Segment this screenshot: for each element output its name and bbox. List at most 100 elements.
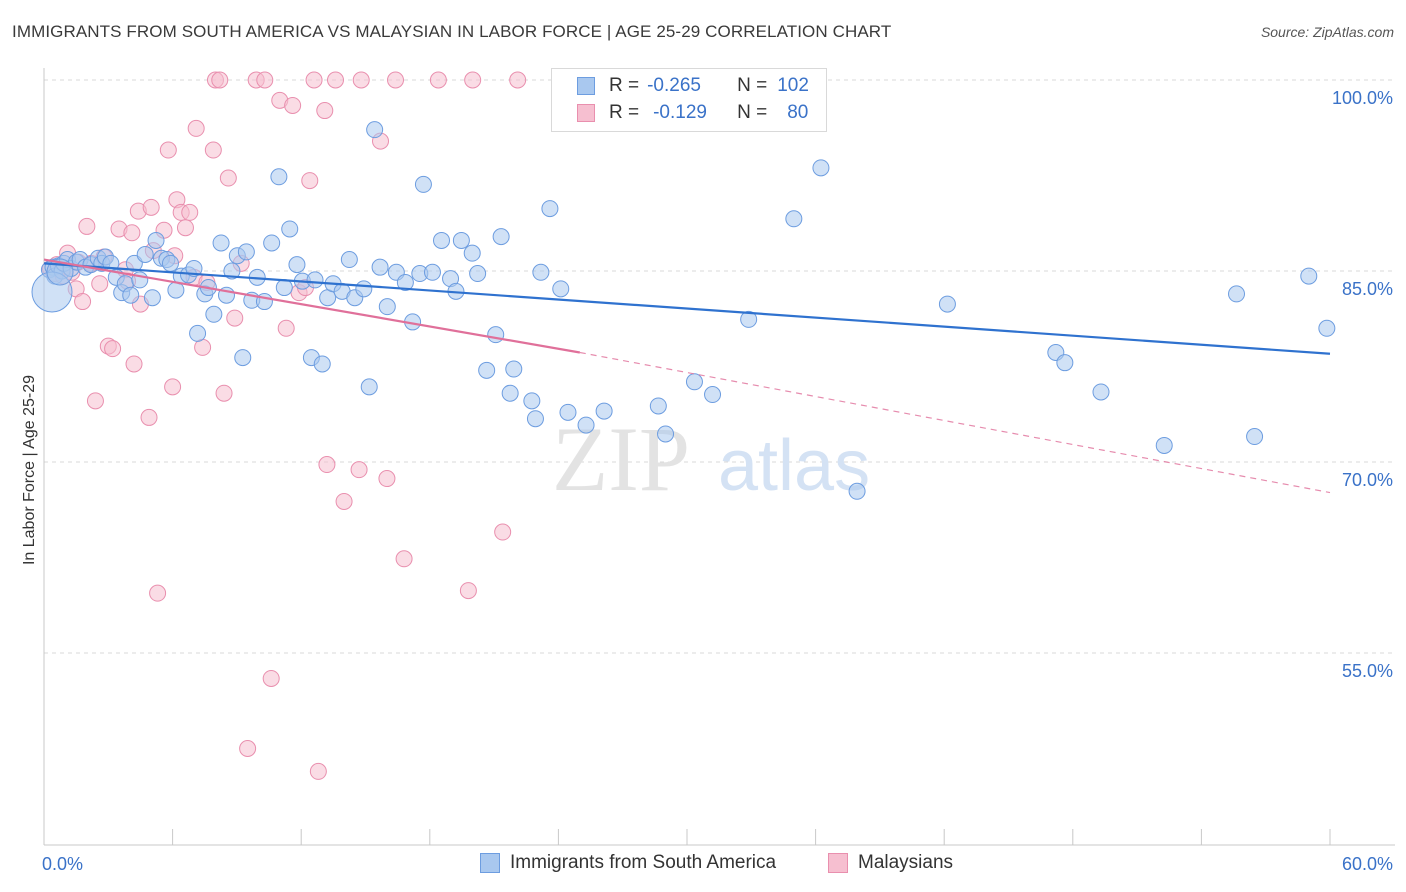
data-point <box>649 397 667 415</box>
data-point <box>277 319 295 337</box>
source-credit: Source: ZipAtlas.com <box>1260 24 1394 40</box>
data-point <box>256 71 274 89</box>
legend-r-value-pink: -0.129 <box>653 102 707 123</box>
data-point <box>552 280 570 298</box>
data-point <box>395 550 413 568</box>
trend-line-pink-extension <box>579 351 1331 494</box>
data-point <box>429 71 447 89</box>
data-point <box>1246 428 1264 446</box>
watermark: ZIP atlas <box>552 408 870 510</box>
data-point <box>211 71 229 89</box>
data-point <box>396 273 414 291</box>
data-point <box>262 669 280 687</box>
chart-title: IMMIGRANTS FROM SOUTH AMERICA VS MALAYSI… <box>12 22 892 41</box>
series-label-pink: Malaysians <box>858 852 954 873</box>
data-point <box>281 220 299 238</box>
data-point <box>360 378 378 396</box>
data-point <box>355 280 373 298</box>
data-point <box>387 71 405 89</box>
data-point <box>161 254 179 272</box>
data-point <box>532 263 550 281</box>
series-legend-blue[interactable]: Immigrants from South America <box>480 852 776 874</box>
data-point <box>848 482 866 500</box>
data-point <box>189 324 207 342</box>
data-point <box>657 425 675 443</box>
data-point <box>487 326 505 344</box>
data-point <box>378 470 396 488</box>
data-point <box>1300 267 1318 285</box>
legend-r-value-blue: -0.265 <box>647 75 701 96</box>
data-point <box>226 309 244 327</box>
data-point <box>204 141 222 159</box>
data-point <box>234 349 252 367</box>
data-point <box>335 492 353 510</box>
data-point <box>275 279 293 297</box>
data-point <box>305 71 323 89</box>
data-point <box>452 231 470 249</box>
data-point <box>577 416 595 434</box>
y-tick-label: 85.0% <box>1342 279 1393 299</box>
y-tick-label: 100.0% <box>1332 88 1393 108</box>
data-point <box>464 71 482 89</box>
data-point <box>704 386 722 404</box>
data-point <box>142 198 160 216</box>
series-label-blue: Immigrants from South America <box>510 852 777 873</box>
data-point <box>541 200 559 218</box>
legend-n-label: N = <box>737 75 768 96</box>
data-point <box>263 234 281 252</box>
legend-swatch-pink <box>577 104 595 122</box>
watermark-zip: ZIP <box>552 408 690 510</box>
data-point <box>187 119 205 137</box>
data-point <box>523 392 541 410</box>
data-point <box>459 582 477 600</box>
series-legend-pink[interactable]: Malaysians <box>828 852 953 874</box>
data-point <box>212 234 230 252</box>
data-point <box>1318 319 1336 337</box>
correlation-legend: R = -0.265 N = 102 R = -0.129 N = 80 <box>551 68 827 132</box>
data-point <box>123 224 141 242</box>
data-point <box>301 172 319 190</box>
data-point <box>423 263 441 281</box>
legend-r-label: R = <box>609 75 640 96</box>
x-tick-label: 0.0% <box>42 854 83 874</box>
data-point <box>509 71 527 89</box>
legend-r-label: R = <box>609 102 640 123</box>
data-point <box>352 71 370 89</box>
data-point <box>326 71 344 89</box>
legend-swatch-blue <box>577 77 595 95</box>
legend-row-blue: R = -0.265 N = 102 <box>577 75 809 97</box>
data-point <box>284 96 302 114</box>
data-point <box>785 210 803 228</box>
data-point <box>478 361 496 379</box>
data-point <box>104 340 122 358</box>
data-point <box>469 265 487 283</box>
data-point <box>378 298 396 316</box>
legend-n-label: N = <box>737 102 768 123</box>
data-point <box>1155 436 1173 454</box>
watermark-atlas: atlas <box>718 426 870 506</box>
data-point <box>340 251 358 269</box>
data-point <box>812 159 830 177</box>
data-point <box>237 243 255 261</box>
legend-n-value-pink: 80 <box>787 102 809 123</box>
data-point <box>143 289 161 307</box>
data-point <box>313 355 331 373</box>
data-point <box>371 258 389 276</box>
data-point <box>492 228 510 246</box>
data-point <box>306 271 324 289</box>
data-point <box>78 217 96 235</box>
data-point <box>219 169 237 187</box>
data-point <box>501 384 519 402</box>
x-tick-label: 60.0% <box>1342 854 1393 874</box>
data-point <box>125 355 143 373</box>
data-point <box>559 403 577 421</box>
tick-labels: 100.0% 85.0% 70.0% 55.0% 0.0% 60.0% <box>42 88 1393 874</box>
data-point <box>86 392 104 410</box>
data-point <box>494 523 512 541</box>
data-point <box>526 410 544 428</box>
data-point <box>309 762 327 780</box>
data-point <box>205 305 223 323</box>
data-point <box>1092 383 1110 401</box>
y-tick-label: 55.0% <box>1342 661 1393 681</box>
